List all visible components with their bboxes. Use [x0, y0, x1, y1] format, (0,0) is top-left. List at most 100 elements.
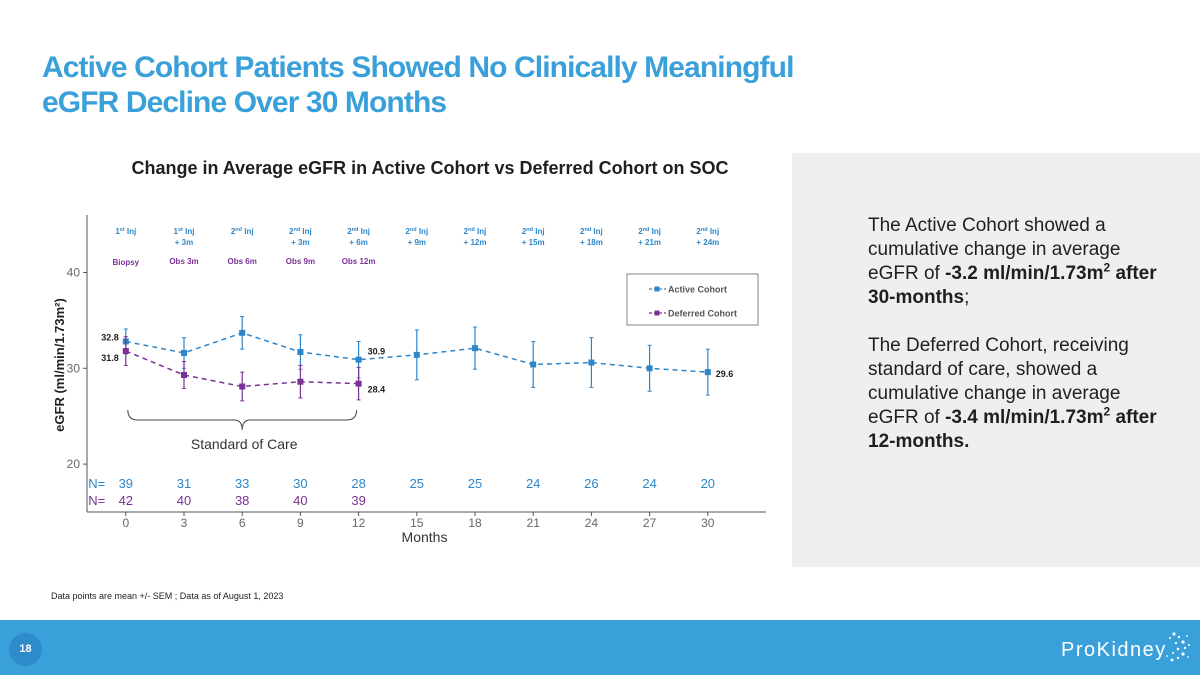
n-count: 25	[410, 476, 424, 491]
slide-title-line2: eGFR Decline Over 30 Months	[42, 86, 447, 119]
data-point	[530, 361, 537, 368]
legend-marker	[654, 310, 660, 316]
injection-offset-label: + 9m	[408, 238, 426, 247]
x-tick-label: 0	[122, 516, 129, 530]
footnote: Data points are mean +/- SEM ; Data as o…	[51, 591, 284, 601]
injection-label: 2nd Inj	[464, 227, 487, 236]
active-cohort-summary: The Active Cohort showed a cumulative ch…	[868, 215, 1157, 308]
data-point	[297, 378, 304, 385]
n-count: 33	[235, 476, 249, 491]
legend-marker	[654, 286, 660, 292]
n-label: N=	[88, 493, 105, 508]
data-point	[704, 369, 711, 376]
side-panel	[792, 153, 1200, 567]
injection-offset-label: + 3m	[175, 238, 193, 247]
side-panel-text: The Active Cohort showed a cumulative ch…	[868, 214, 1168, 478]
data-label: 31.8	[101, 353, 119, 363]
n-count: 30	[293, 476, 307, 491]
n-label: N=	[88, 476, 105, 491]
injection-label: 2nd Inj	[638, 227, 661, 236]
injection-label: 2nd Inj	[231, 227, 254, 236]
data-point	[588, 359, 595, 366]
y-tick-label: 40	[67, 265, 81, 279]
y-tick-label: 30	[67, 361, 81, 375]
injection-offset-label: + 18m	[580, 238, 603, 247]
soc-label: Standard of Care	[191, 436, 298, 452]
page-number: 18	[9, 633, 42, 666]
observation-label: Obs 3m	[169, 257, 198, 266]
egfr-chart: 20 30 40 0 3 6 9 12 15 18 21 24 27 30 Months eGFR (ml/m…	[52, 215, 766, 545]
observation-label: Obs 6m	[228, 257, 257, 266]
injection-offset-label: + 6m	[349, 238, 367, 247]
n-count: 26	[584, 476, 598, 491]
observation-label: Obs 9m	[286, 257, 315, 266]
x-tick-label: 18	[468, 516, 482, 530]
data-point	[239, 329, 246, 336]
injection-label: 1st Inj	[115, 227, 136, 236]
data-point	[646, 365, 653, 372]
soc-bracket	[127, 409, 358, 431]
data-label: 30.9	[368, 347, 386, 357]
deferred-cohort-summary: The Deferred Cohort, receiving standard …	[868, 335, 1157, 452]
injection-offset-label: + 12m	[464, 238, 487, 247]
n-count: 24	[642, 476, 656, 491]
n-count: 39	[351, 493, 365, 508]
data-point	[355, 380, 362, 387]
chart-title: Change in Average eGFR in Active Cohort …	[131, 158, 729, 178]
injection-offset-label: + 15m	[522, 238, 545, 247]
data-point	[122, 348, 129, 355]
slide-title-line1: Active Cohort Patients Showed No Clinica…	[42, 51, 794, 84]
data-point	[355, 356, 362, 363]
data-label: 32.8	[101, 332, 119, 342]
n-count: 25	[468, 476, 482, 491]
legend-box	[626, 273, 759, 326]
x-axis-label: Months	[402, 529, 448, 545]
series-line-deferred	[125, 350, 359, 388]
legend-label: Deferred Cohort	[668, 309, 737, 319]
injection-label: 2nd Inj	[522, 227, 545, 236]
x-tick-label: 30	[701, 516, 715, 530]
legend-label: Active Cohort	[668, 285, 727, 295]
data-label: 29.6	[716, 369, 734, 379]
n-count: 20	[701, 476, 715, 491]
injection-label: 2nd Inj	[580, 227, 603, 236]
data-point	[297, 349, 304, 356]
y-axis-label: eGFR (ml/min/1.73m²)	[52, 298, 67, 432]
x-tick-label: 15	[410, 516, 424, 530]
n-count: 31	[177, 476, 191, 491]
observation-label: Obs 12m	[342, 257, 376, 266]
injection-offset-label: + 21m	[638, 238, 661, 247]
observation-label: Biopsy	[112, 258, 139, 267]
logo-wordmark: ProKidney	[1061, 639, 1167, 661]
n-count: 24	[526, 476, 540, 491]
n-count: 40	[177, 493, 191, 508]
deferred-cohort-change: -3.4 ml/min/1.73m2 after 12-months.	[868, 404, 1157, 452]
chart-legend: Active Cohort Deferred Cohort	[626, 273, 759, 326]
n-count: 38	[235, 493, 249, 508]
injection-label: 2nd Inj	[696, 227, 719, 236]
n-count: 42	[119, 493, 133, 508]
prokidney-logo-icon	[1166, 632, 1190, 662]
slide-title: Active Cohort Patients Showed No Clinica…	[42, 50, 942, 120]
injection-offset-label: + 24m	[696, 238, 719, 247]
data-point	[239, 383, 246, 390]
injection-label: 1st Inj	[174, 227, 195, 236]
active-cohort-change: -3.2 ml/min/1.73m2 after 30-months	[868, 260, 1157, 308]
data-point	[181, 349, 187, 356]
injection-label: 2nd Inj	[347, 227, 370, 236]
x-tick-label: 24	[585, 516, 599, 530]
n-count: 28	[351, 476, 365, 491]
x-tick-label: 6	[239, 516, 246, 530]
x-tick-label: 27	[643, 516, 657, 530]
n-count: 39	[119, 476, 133, 491]
footer-bar	[0, 620, 1200, 675]
data-point	[472, 345, 478, 352]
x-tick-label: 9	[297, 516, 304, 530]
injection-offset-label: + 3m	[291, 238, 309, 247]
x-tick-label: 12	[352, 516, 366, 530]
data-label: 28.4	[368, 385, 386, 395]
injection-label: 2nd Inj	[289, 227, 312, 236]
data-point	[413, 351, 420, 358]
data-point	[181, 371, 187, 378]
y-tick-label: 20	[67, 457, 81, 471]
